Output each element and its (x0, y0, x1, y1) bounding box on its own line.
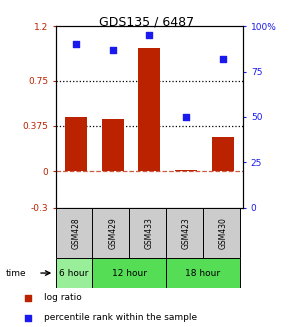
Point (26, 315, 30, 320)
Bar (129, 208, 167, 258)
Bar (92, 258, 166, 288)
Bar (138, 48, 161, 171)
Text: GDS135 / 6487: GDS135 / 6487 (99, 15, 194, 28)
Point (74, 42, 78, 47)
Text: GSM433: GSM433 (145, 217, 154, 249)
Text: GSM428: GSM428 (71, 217, 80, 249)
Bar (166, 208, 203, 258)
Bar (65, 117, 87, 171)
Text: 12 hour: 12 hour (112, 268, 147, 278)
Point (221, 56, 225, 61)
Text: percentile rank within the sample: percentile rank within the sample (44, 314, 197, 322)
Point (184, 114, 188, 120)
Text: log ratio: log ratio (44, 293, 82, 302)
Bar (203, 208, 240, 258)
Text: 6 hour: 6 hour (59, 268, 89, 278)
Point (147, 33, 152, 38)
Point (26, 295, 30, 300)
Text: time: time (6, 268, 26, 278)
Text: GSM429: GSM429 (108, 217, 117, 249)
Bar (56, 258, 92, 288)
Text: 18 hour: 18 hour (185, 268, 220, 278)
Bar (56, 208, 93, 258)
Text: GSM423: GSM423 (182, 217, 191, 249)
Bar (166, 258, 239, 288)
Bar (212, 137, 234, 171)
Text: GSM430: GSM430 (219, 217, 227, 249)
Bar (102, 119, 124, 171)
Point (110, 47, 115, 52)
Bar (175, 170, 197, 171)
Bar (92, 208, 130, 258)
